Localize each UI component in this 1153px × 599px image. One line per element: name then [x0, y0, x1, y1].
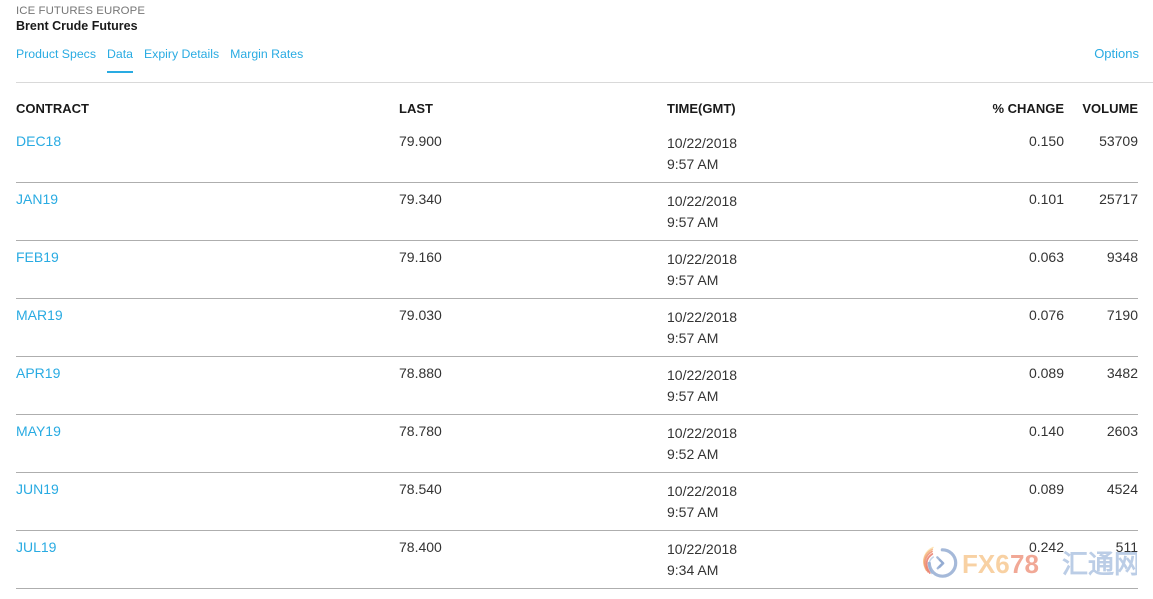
- svg-text:78: 78: [1010, 549, 1039, 579]
- svg-text:FX6: FX6: [962, 549, 1010, 579]
- svg-text:汇通网: 汇通网: [1062, 549, 1137, 579]
